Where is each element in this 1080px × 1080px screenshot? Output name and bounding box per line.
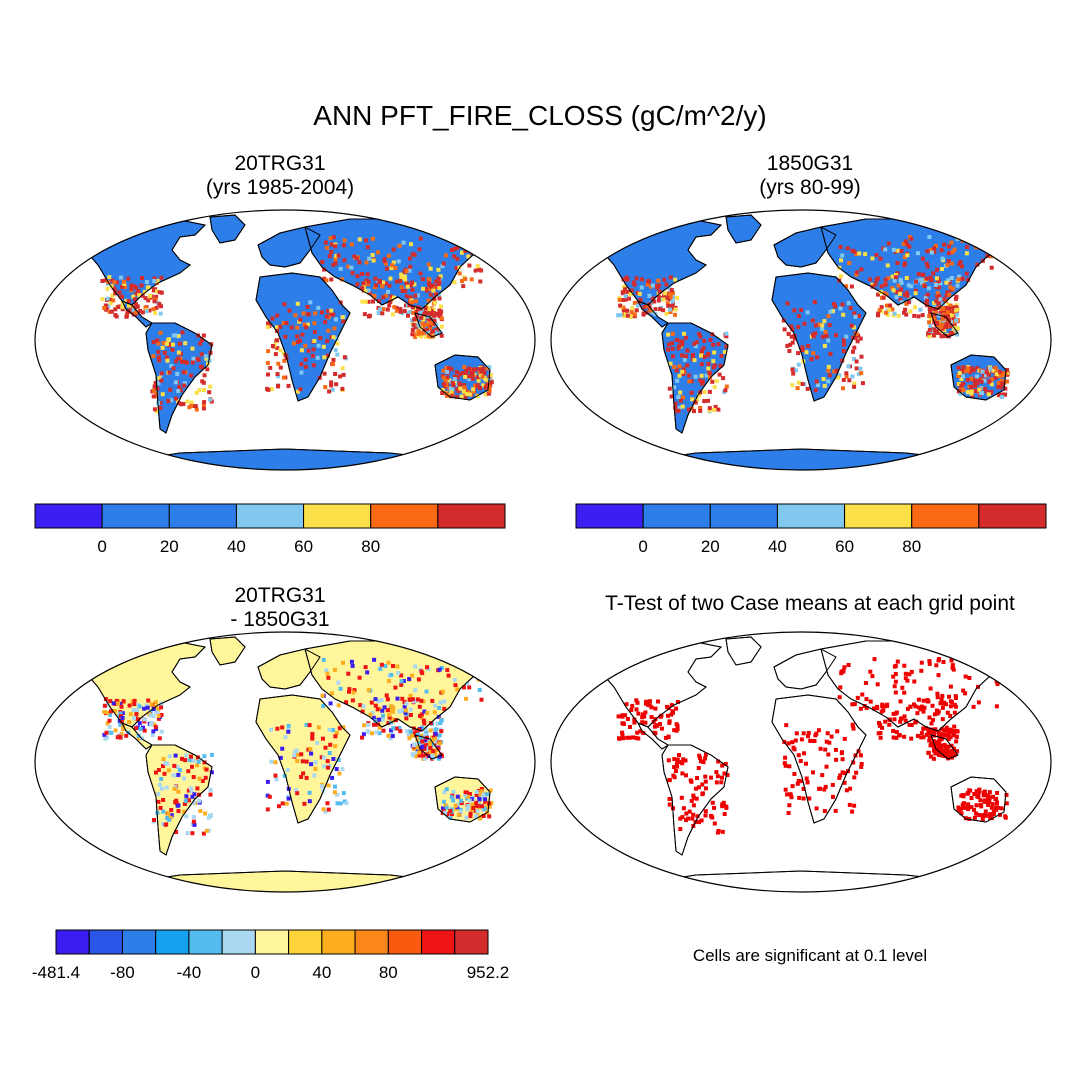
colorbar-bin	[303, 503, 372, 529]
colorbar-bin	[454, 929, 489, 955]
colorbar-tick-label: -481.4	[32, 963, 80, 982]
map-case2	[550, 209, 1052, 471]
colorbar-tick-label: -40	[177, 963, 202, 982]
colorbar-bin	[370, 503, 439, 529]
colorbar-bin	[421, 929, 456, 955]
panel2-title: 1850G31 (yrs 80-99)	[660, 152, 960, 200]
colorbar-bin	[221, 929, 256, 955]
panel3-title: 20TRG31 - 1850G31	[130, 584, 430, 632]
panel2-title-line1: 1850G31	[766, 152, 854, 175]
colorbar-bin	[387, 929, 423, 955]
panel4-title-line1: T-Test of two Case means at each grid po…	[605, 592, 1015, 615]
colorbar-bin	[235, 503, 305, 529]
colorbar-bin	[34, 503, 103, 529]
figure-title: ANN PFT_FIRE_CLOSS (gC/m^2/y)	[313, 100, 767, 131]
map-difference	[34, 631, 536, 893]
gridcell-layer	[616, 235, 1010, 414]
panel4-title: T-Test of two Case means at each grid po…	[540, 592, 1080, 616]
colorbar-case2: 0 20 40 60 80	[575, 503, 1047, 556]
colorbar-tick-label: 40	[768, 537, 787, 556]
colorbar-bin	[911, 503, 980, 529]
colorbar-tick-label: 80	[379, 963, 398, 982]
colorbar-bin	[437, 503, 506, 529]
map-border	[34, 209, 536, 471]
panel3-title-line1: 20TRG31	[234, 584, 326, 607]
colorbar-bin	[88, 929, 123, 955]
colorbar-bin	[575, 503, 644, 529]
significance-note: Cells are significant at 0.1 level	[692, 946, 928, 965]
colorbar-tick-label: 0	[97, 537, 106, 556]
gridcell-layer	[100, 235, 494, 414]
map-border	[550, 209, 1052, 471]
colorbar-tick-label: 20	[701, 537, 720, 556]
colorbar-bin	[254, 929, 290, 955]
panel2-title-line2: (yrs 80-99)	[759, 176, 861, 199]
colorbar-case1: 0 20 40 60 80	[34, 503, 506, 556]
colorbar-bin	[188, 929, 223, 955]
colorbar-tick-label: -80	[110, 963, 135, 982]
colorbar-bin	[168, 503, 237, 529]
colorbar-bin	[709, 503, 778, 529]
colorbar-tick-label: 40	[227, 537, 246, 556]
colorbar-tick-label: 20	[160, 537, 179, 556]
map-ttest	[550, 631, 1052, 893]
colorbar-tick-label: 40	[312, 963, 331, 982]
colorbar-tick-label: 80	[361, 537, 380, 556]
colorbar-bin	[155, 929, 190, 955]
map-border	[34, 631, 536, 893]
panel1-title-line1: 20TRG31	[234, 152, 326, 175]
colorbar-bin	[55, 929, 90, 955]
colorbar-tick-label: 60	[835, 537, 854, 556]
colorbar-bin	[642, 503, 711, 529]
map-case1	[34, 209, 536, 471]
map-border	[550, 631, 1052, 893]
colorbar-tick-label: 0	[251, 963, 260, 982]
colorbar-bin	[288, 929, 323, 955]
colorbar-bin	[844, 503, 913, 529]
colorbar-tick-label: 952.2	[467, 963, 510, 982]
colorbar-bin	[121, 929, 157, 955]
colorbar-tick-label: 0	[638, 537, 647, 556]
colorbar-bin	[978, 503, 1047, 529]
colorbar-tick-label: 80	[902, 537, 921, 556]
colorbar-bin	[354, 929, 389, 955]
panel1-title-line2: (yrs 1985-2004)	[205, 176, 355, 199]
colorbar-bin	[321, 929, 356, 955]
colorbar-difference: -481.4 -80 -40 0 40 80 952.2	[32, 929, 510, 982]
colorbar-tick-label: 60	[294, 537, 313, 556]
colorbar-bin	[776, 503, 846, 529]
colorbar-bin	[101, 503, 170, 529]
panel1-title: 20TRG31 (yrs 1985-2004)	[130, 152, 430, 200]
panel3-title-line2: - 1850G31	[230, 608, 330, 631]
